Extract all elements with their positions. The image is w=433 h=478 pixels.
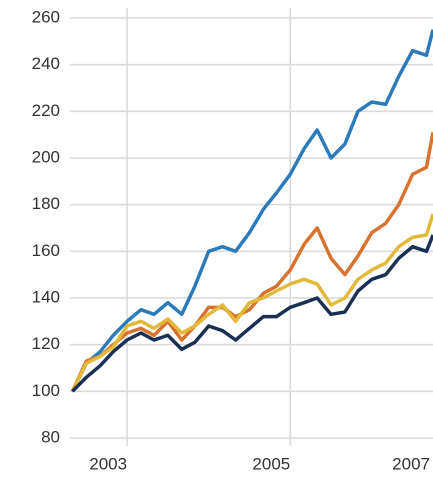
- y-tick-label: 140: [32, 287, 60, 306]
- y-tick-label: 240: [32, 54, 60, 73]
- y-tick-label: 220: [32, 101, 60, 120]
- x-tick-label: 2007: [392, 454, 430, 473]
- y-tick-label: 160: [32, 241, 60, 260]
- series-line: [70, 29, 433, 393]
- x-tick-label: 2003: [89, 454, 127, 473]
- y-tick-label: 180: [32, 194, 60, 213]
- series-line: [70, 213, 433, 393]
- y-tick-label: 260: [32, 7, 60, 26]
- series-line: [71, 234, 433, 393]
- y-tick-label: 120: [32, 334, 60, 353]
- y-tick-label: 80: [41, 427, 60, 446]
- y-tick-label: 200: [32, 147, 60, 166]
- x-tick-label: 2005: [252, 454, 290, 473]
- y-tick-label: 100: [32, 381, 60, 400]
